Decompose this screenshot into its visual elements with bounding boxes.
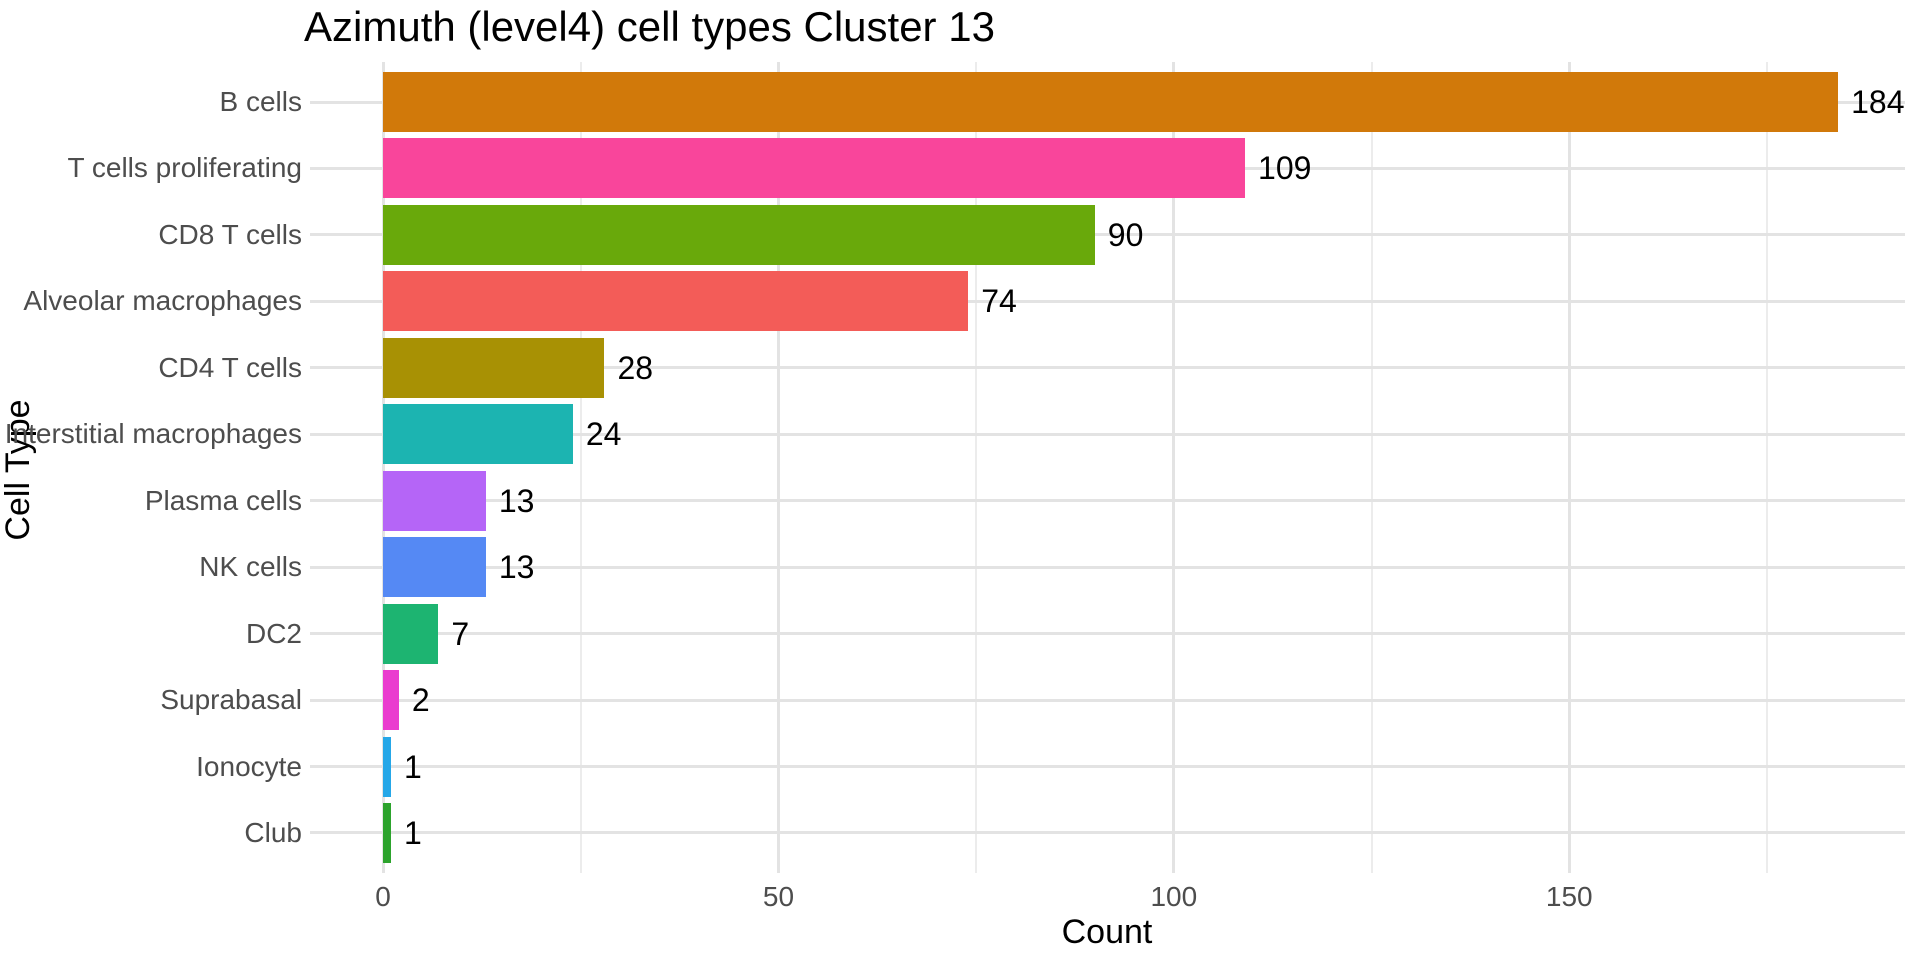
x-minor-gridline: [1765, 62, 1768, 873]
x-major-gridline: [1567, 62, 1571, 873]
plot-panel: 184 109 90 74 28 24 13 13 7 2 1 1: [310, 62, 1905, 873]
bar: [383, 537, 486, 598]
x-tick-label: 50: [762, 881, 795, 912]
y-gridline: [310, 499, 1905, 503]
category-label: T cells proliferating: [67, 152, 302, 184]
bar: [383, 337, 605, 398]
y-gridline: [310, 432, 1905, 436]
category-label: CD8 T cells: [158, 218, 302, 250]
category-label: Interstitial macrophages: [4, 418, 302, 450]
category-label: Suprabasal: [160, 684, 302, 716]
bar-value-label: 13: [498, 482, 535, 519]
bar: [383, 603, 439, 664]
x-major-gridline: [776, 62, 780, 873]
bar: [383, 470, 486, 531]
category-label: Plasma cells: [144, 484, 302, 516]
bar-value-label: 2: [411, 682, 430, 719]
bar: [383, 802, 391, 863]
bar: [383, 670, 399, 731]
x-tick-label: 0: [375, 881, 391, 912]
bar: [383, 736, 391, 797]
category-label: DC2: [245, 617, 302, 649]
bar-value-label: 109: [1258, 150, 1312, 187]
y-gridline: [310, 632, 1905, 636]
bar: [383, 72, 1839, 132]
y-gridline: [310, 698, 1905, 702]
bar-value-label: 7: [451, 615, 470, 652]
y-gridline: [310, 299, 1905, 303]
category-label: NK cells: [199, 551, 302, 583]
y-gridline: [310, 565, 1905, 569]
bar: [383, 271, 969, 332]
category-label: Alveolar macrophages: [23, 285, 302, 317]
bar-value-label: 13: [498, 549, 535, 586]
chart-title: Azimuth (level4) cell types Cluster 13: [304, 3, 995, 50]
x-tick-label: 150: [1545, 881, 1593, 912]
y-gridline: [310, 366, 1905, 370]
bar: [383, 204, 1095, 265]
y-gridline: [310, 831, 1905, 835]
category-label: B cells: [219, 86, 302, 117]
y-gridline: [310, 765, 1905, 768]
bar-value-label: 28: [617, 349, 654, 386]
x-tick-label: 100: [1150, 881, 1198, 912]
x-major-gridline: [381, 62, 385, 873]
bar-value-label: 184: [1851, 84, 1905, 120]
y-gridline: [310, 233, 1905, 237]
category-label: CD4 T cells: [158, 351, 302, 383]
bar-value-label: 90: [1107, 216, 1144, 253]
bar: [383, 404, 573, 465]
bar-value-label: 74: [981, 283, 1017, 320]
bar-value-label: 1: [403, 814, 422, 851]
bar: [383, 138, 1245, 199]
x-major-gridline: [1172, 62, 1176, 873]
bar-value-label: 1: [403, 748, 422, 785]
x-axis-title: Count: [1061, 913, 1153, 951]
bar-value-label: 24: [585, 416, 622, 453]
x-minor-gridline: [579, 62, 582, 873]
x-minor-gridline: [975, 62, 978, 873]
x-minor-gridline: [1370, 62, 1373, 873]
category-label: Club: [244, 816, 302, 848]
category-label: Ionocyte: [196, 750, 302, 782]
